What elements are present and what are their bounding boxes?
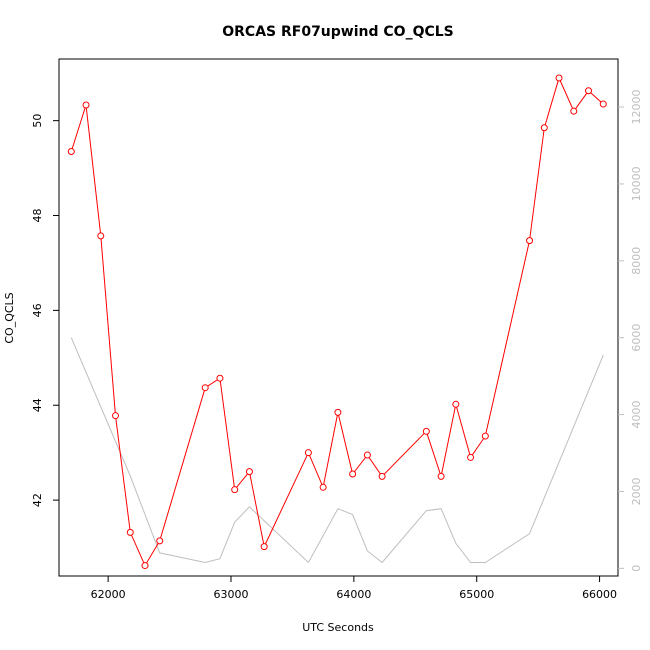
y-tick-label: 48 — [31, 209, 44, 223]
data-point — [97, 232, 105, 240]
y2-tick-label: 10000 — [630, 166, 643, 201]
y2-tick-label: 12000 — [630, 90, 643, 125]
x-tick-label: 64000 — [336, 588, 371, 601]
chart-title: ORCAS RF07upwind CO_QCLS — [222, 24, 454, 40]
y2-tick-label: 0 — [630, 565, 643, 572]
data-point — [585, 87, 593, 95]
y2-tick-label: 8000 — [630, 247, 643, 275]
secondary-series-line — [70, 337, 604, 564]
y2-axis: 0 2000 4000 6000 8000 10000 12000 — [618, 90, 643, 572]
y-tick-label: 46 — [31, 303, 44, 317]
data-point — [126, 528, 134, 536]
data-point — [319, 483, 327, 491]
data-point — [481, 432, 489, 440]
y2-tick-label: 4000 — [630, 401, 643, 429]
data-point — [141, 562, 149, 570]
data-point — [540, 124, 548, 132]
data-point — [422, 427, 430, 435]
data-point — [112, 412, 120, 420]
data-point — [570, 107, 578, 115]
data-point — [349, 470, 357, 478]
x-axis-label: UTC Seconds — [302, 621, 374, 634]
data-point — [555, 74, 563, 82]
data-point — [378, 472, 386, 480]
data-point — [216, 374, 224, 382]
data-point — [201, 384, 209, 392]
data-point — [437, 472, 445, 480]
y-axis: 42 44 46 48 50 — [31, 114, 59, 507]
y-tick-label: 42 — [31, 493, 44, 507]
x-tick-label: 63000 — [214, 588, 249, 601]
data-point — [363, 451, 371, 459]
y-tick-label: 44 — [31, 398, 44, 412]
data-point — [245, 468, 253, 476]
x-tick-label: 62000 — [91, 588, 126, 601]
y-tick-label: 50 — [31, 114, 44, 128]
data-point — [467, 453, 475, 461]
data-point — [526, 237, 534, 245]
data-point — [231, 486, 239, 494]
x-tick-label: 65000 — [459, 588, 494, 601]
plot-frame — [58, 58, 619, 577]
data-point — [82, 101, 90, 109]
y2-tick-label: 6000 — [630, 324, 643, 352]
data-point — [304, 449, 312, 457]
data-point — [334, 408, 342, 416]
x-axis: 62000 63000 64000 65000 66000 — [91, 576, 617, 601]
data-point — [260, 543, 268, 551]
co-qcls-series-line — [70, 76, 604, 567]
y-axis-label: CO_QCLS — [3, 292, 16, 343]
data-point — [156, 537, 164, 545]
data-point — [452, 400, 460, 408]
y2-tick-label: 2000 — [630, 477, 643, 505]
data-point — [599, 100, 607, 108]
series-layer — [67, 74, 607, 570]
x-tick-label: 66000 — [582, 588, 617, 601]
data-point — [67, 147, 75, 155]
